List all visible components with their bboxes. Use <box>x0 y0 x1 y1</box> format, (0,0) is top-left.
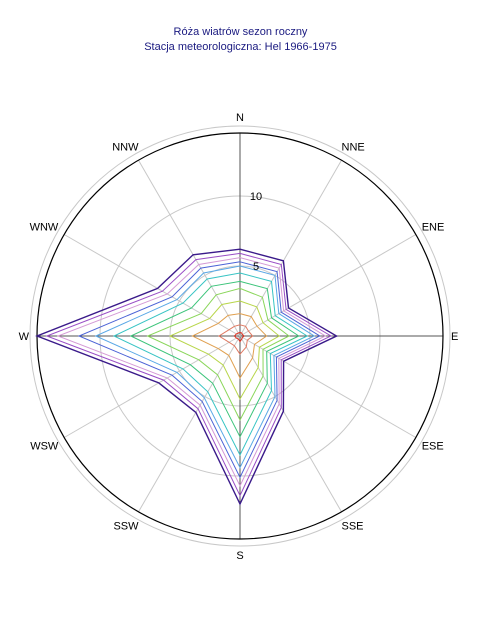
direction-label-ENE: ENE <box>422 222 445 234</box>
grid-circle-outer <box>29 125 451 547</box>
series-polygon-8 <box>146 287 290 422</box>
series-polygon-7 <box>129 280 300 438</box>
radial-tick-label-5: 5 <box>253 261 259 273</box>
series-polygon-2 <box>45 252 333 497</box>
direction-label-S: S <box>236 550 243 562</box>
series-polygon-5 <box>94 265 316 469</box>
series-polygon-1 <box>35 248 339 506</box>
direction-label-ESE: ESE <box>422 441 444 453</box>
chart-title: Róża wiatrów sezon roczny <box>173 26 308 38</box>
spoke-ESE <box>239 335 417 438</box>
direction-label-W: W <box>19 331 30 343</box>
series-polygon-12 <box>233 331 246 343</box>
spoke-WNW <box>63 234 241 337</box>
spoke-NNW <box>138 159 241 337</box>
direction-label-SSE: SSE <box>342 521 364 533</box>
direction-label-NNW: NNW <box>112 141 139 153</box>
spoke-ENE <box>239 234 417 337</box>
series-polygon-3 <box>56 257 327 487</box>
series-polygon-4 <box>77 261 321 479</box>
direction-label-WSW: WSW <box>30 441 59 453</box>
series-polygon-10 <box>191 313 268 380</box>
radial-tick-label-10: 10 <box>250 191 262 203</box>
direction-label-E: E <box>451 331 458 343</box>
series-polygon-6 <box>112 272 309 457</box>
direction-label-N: N <box>236 112 244 124</box>
spoke-WSW <box>63 335 241 438</box>
series-polygon-9 <box>168 300 281 401</box>
chart-subtitle: Stacja meteorologiczna: Hel 1966-1975 <box>144 41 337 53</box>
series-polygon-11 <box>218 324 254 356</box>
direction-label-WNW: WNW <box>30 222 59 234</box>
direction-label-SSW: SSW <box>113 521 139 533</box>
direction-label-NNE: NNE <box>342 141 365 153</box>
spoke-SSE <box>239 335 342 513</box>
